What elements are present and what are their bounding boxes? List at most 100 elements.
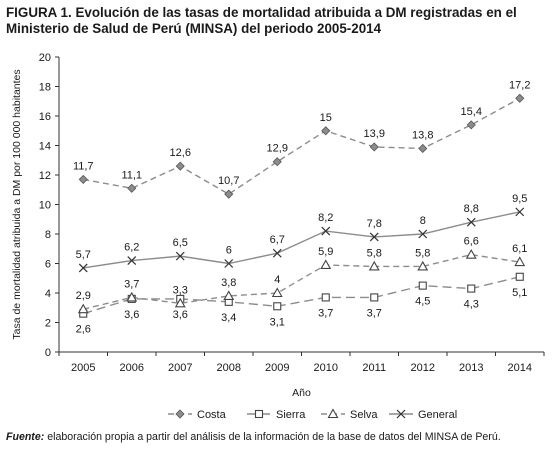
marker-stroke bbox=[127, 256, 137, 265]
figure-title-text: Evolución de las tasas de mortalidad atr… bbox=[6, 5, 517, 36]
series-line-costa bbox=[83, 97, 521, 195]
data-label-general: 8,2 bbox=[318, 212, 333, 224]
data-point-sierra bbox=[321, 293, 330, 302]
data-point-selva bbox=[271, 287, 283, 298]
data-point-general bbox=[418, 229, 428, 239]
data-point-selva bbox=[174, 297, 186, 308]
x-tick-label: 2005 bbox=[71, 362, 95, 374]
marker-stroke bbox=[272, 248, 282, 258]
data-label-selva: 5,8 bbox=[367, 247, 382, 259]
marker-stroke bbox=[369, 232, 379, 242]
data-label-costa: 13,9 bbox=[364, 128, 385, 140]
data-point-selva bbox=[417, 260, 429, 271]
x-tick-label: 2010 bbox=[314, 362, 338, 374]
marker-stroke bbox=[321, 226, 331, 236]
y-tick-label: 16 bbox=[39, 111, 51, 123]
data-label-general: 8 bbox=[420, 215, 426, 227]
x-tick-label: 2014 bbox=[508, 362, 532, 374]
x-tick-label: 2009 bbox=[265, 362, 289, 374]
data-label-general: 5,7 bbox=[76, 249, 91, 261]
y-axis-label: Tasa de mortalidad atribuida a DM por 10… bbox=[11, 69, 23, 339]
data-label-general: 6,2 bbox=[124, 242, 139, 254]
y-tick-label: 8 bbox=[45, 229, 51, 241]
data-point-sierra bbox=[370, 293, 379, 302]
data-point-general bbox=[224, 259, 234, 268]
data-label-sierra: 3,7 bbox=[318, 307, 333, 319]
data-point-selva bbox=[223, 290, 235, 301]
data-label-general: 6,7 bbox=[270, 234, 285, 246]
series-line-general bbox=[83, 211, 520, 269]
data-label-general: 8,8 bbox=[464, 203, 479, 215]
data-point-sierra bbox=[515, 272, 524, 281]
y-tick-label: 4 bbox=[45, 288, 51, 300]
data-point-general bbox=[127, 256, 137, 265]
data-label-sierra: 5,1 bbox=[512, 287, 527, 299]
marker-stroke bbox=[78, 263, 88, 273]
legend-label-selva: Selva bbox=[350, 409, 378, 421]
x-axis-label: Año bbox=[292, 387, 311, 399]
y-tick-label: 10 bbox=[39, 200, 51, 212]
data-label-costa: 17,2 bbox=[509, 79, 530, 91]
marker-stroke bbox=[224, 259, 234, 268]
data-point-general bbox=[466, 217, 476, 227]
data-label-sierra: 3,6 bbox=[173, 309, 188, 321]
data-point-sierra bbox=[418, 281, 427, 290]
y-tick-label: 20 bbox=[39, 52, 51, 64]
data-point-costa bbox=[321, 126, 331, 136]
x-tick-label: 2006 bbox=[120, 362, 144, 374]
y-tick-label: 2 bbox=[45, 318, 51, 330]
x-tick-label: 2007 bbox=[168, 362, 192, 374]
data-label-costa: 11,1 bbox=[121, 169, 142, 181]
data-point-costa bbox=[369, 142, 379, 152]
data-label-costa: 15,4 bbox=[461, 106, 482, 118]
data-label-selva: 4 bbox=[274, 274, 280, 286]
data-point-sierra bbox=[273, 302, 282, 311]
data-point-general bbox=[175, 251, 185, 261]
data-label-costa: 12,9 bbox=[267, 143, 288, 155]
data-label-selva: 5,8 bbox=[415, 247, 430, 259]
data-label-costa: 11,7 bbox=[73, 160, 94, 172]
data-point-selva bbox=[77, 303, 89, 314]
marker-stroke bbox=[175, 251, 185, 261]
legend-marker-selva bbox=[327, 408, 339, 419]
data-label-costa: 12,6 bbox=[170, 147, 191, 159]
marker-stroke bbox=[396, 409, 406, 419]
data-point-general bbox=[78, 263, 88, 273]
series-line-selva bbox=[83, 253, 520, 310]
data-label-costa: 10,7 bbox=[218, 175, 239, 187]
data-point-selva bbox=[514, 256, 526, 267]
data-point-selva bbox=[320, 259, 332, 270]
data-point-costa bbox=[272, 157, 282, 167]
legend-marker-costa bbox=[175, 409, 185, 419]
data-label-sierra: 2,6 bbox=[76, 324, 91, 336]
figure-label: FIGURA 1. bbox=[6, 5, 72, 20]
data-point-selva bbox=[126, 291, 138, 302]
data-label-costa: 15 bbox=[320, 112, 332, 124]
data-point-general bbox=[272, 248, 282, 258]
data-label-sierra: 4,5 bbox=[415, 296, 430, 308]
x-tick-label: 2013 bbox=[459, 362, 483, 374]
data-label-general: 7,8 bbox=[367, 218, 382, 230]
y-tick-label: 0 bbox=[45, 347, 51, 359]
data-point-costa bbox=[224, 189, 234, 199]
data-point-costa bbox=[175, 161, 185, 171]
legend-label-general: General bbox=[418, 409, 457, 421]
legend-marker-general bbox=[396, 409, 406, 419]
data-point-general bbox=[369, 232, 379, 242]
data-point-costa bbox=[78, 174, 88, 184]
x-tick-label: 2012 bbox=[411, 362, 435, 374]
source-lead: Fuente: bbox=[6, 431, 45, 443]
legend-marker-sierra bbox=[254, 409, 264, 419]
series-line-sierra bbox=[83, 276, 520, 315]
data-label-sierra: 3,7 bbox=[367, 307, 382, 319]
data-label-sierra: 3,4 bbox=[221, 312, 236, 324]
y-tick-label: 14 bbox=[39, 141, 51, 153]
data-label-general: 6,5 bbox=[173, 237, 188, 249]
y-tick-label: 18 bbox=[39, 82, 51, 94]
data-point-costa bbox=[418, 143, 428, 154]
data-point-selva bbox=[465, 249, 477, 259]
data-point-costa bbox=[466, 120, 476, 130]
data-label-selva: 3,7 bbox=[124, 278, 139, 290]
data-label-costa: 13,8 bbox=[412, 129, 433, 141]
